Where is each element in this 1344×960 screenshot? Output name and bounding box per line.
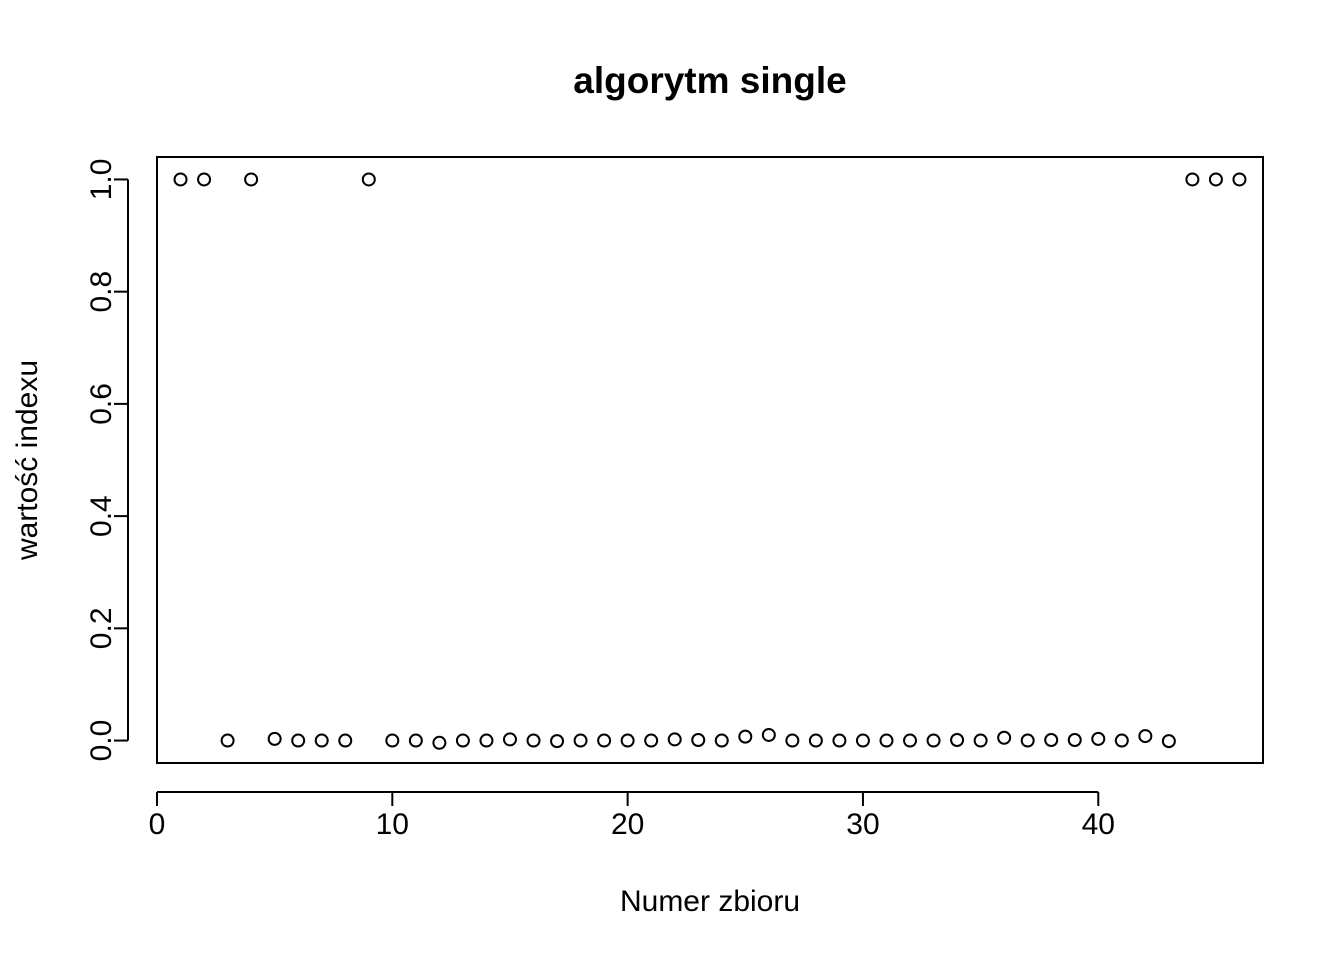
data-point xyxy=(738,729,753,744)
data-point xyxy=(267,731,282,746)
data-point xyxy=(973,733,988,748)
x-axis-label: Numer zbioru xyxy=(620,885,800,918)
data-point xyxy=(1185,172,1200,187)
data-point xyxy=(597,733,612,748)
data-point xyxy=(1044,732,1059,747)
data-point xyxy=(832,733,847,748)
x-tick-label: 0 xyxy=(149,808,166,841)
y-tick-label: 0.2 xyxy=(85,607,118,649)
data-point xyxy=(855,733,870,748)
data-point xyxy=(1138,729,1153,744)
data-point xyxy=(1067,732,1082,747)
data-point xyxy=(338,733,353,748)
data-points xyxy=(173,172,1247,750)
y-tick-label: 0.4 xyxy=(85,495,118,537)
plot-frame xyxy=(156,156,1264,764)
y-tick-label: 0.6 xyxy=(85,383,118,425)
data-point xyxy=(808,733,823,748)
data-point xyxy=(197,172,212,187)
data-point xyxy=(903,733,918,748)
data-point xyxy=(1232,172,1247,187)
data-point xyxy=(644,733,659,748)
data-point xyxy=(432,735,447,750)
x-axis: 0 10 20 30 40 xyxy=(149,791,1115,841)
data-point xyxy=(950,732,965,747)
data-point xyxy=(314,733,329,748)
y-tick-label: 0.0 xyxy=(85,720,118,762)
data-point xyxy=(244,172,259,187)
data-point xyxy=(667,732,682,747)
y-axis: 0.0 0.2 0.4 0.6 0.8 1.0 xyxy=(85,159,129,762)
x-tick-label: 20 xyxy=(611,808,644,841)
data-point xyxy=(926,733,941,748)
data-point xyxy=(173,172,188,187)
data-point xyxy=(220,733,235,748)
data-point xyxy=(550,734,565,749)
data-point xyxy=(526,733,541,748)
data-point xyxy=(761,727,776,742)
data-point xyxy=(455,733,470,748)
x-tick-label: 10 xyxy=(376,808,409,841)
y-tick-label: 1.0 xyxy=(85,159,118,201)
data-point xyxy=(1020,733,1035,748)
data-point xyxy=(1114,733,1129,748)
data-point xyxy=(291,733,306,748)
data-point xyxy=(691,732,706,747)
data-point xyxy=(879,733,894,748)
data-point xyxy=(714,733,729,748)
x-tick-label: 30 xyxy=(846,808,879,841)
x-tick-label: 40 xyxy=(1082,808,1115,841)
data-point xyxy=(785,733,800,748)
data-point xyxy=(408,733,423,748)
chart-title: algorytm single xyxy=(573,60,846,101)
data-point xyxy=(479,733,494,748)
data-point xyxy=(573,733,588,748)
data-point xyxy=(1208,172,1223,187)
data-point xyxy=(385,733,400,748)
y-tick-label: 0.8 xyxy=(85,271,118,313)
data-point xyxy=(361,172,376,187)
data-point xyxy=(1161,734,1176,749)
data-point xyxy=(502,732,517,747)
data-point xyxy=(1091,731,1106,746)
y-axis-label: wartość indexu xyxy=(11,360,44,561)
data-point xyxy=(620,733,635,748)
data-point xyxy=(997,730,1012,745)
